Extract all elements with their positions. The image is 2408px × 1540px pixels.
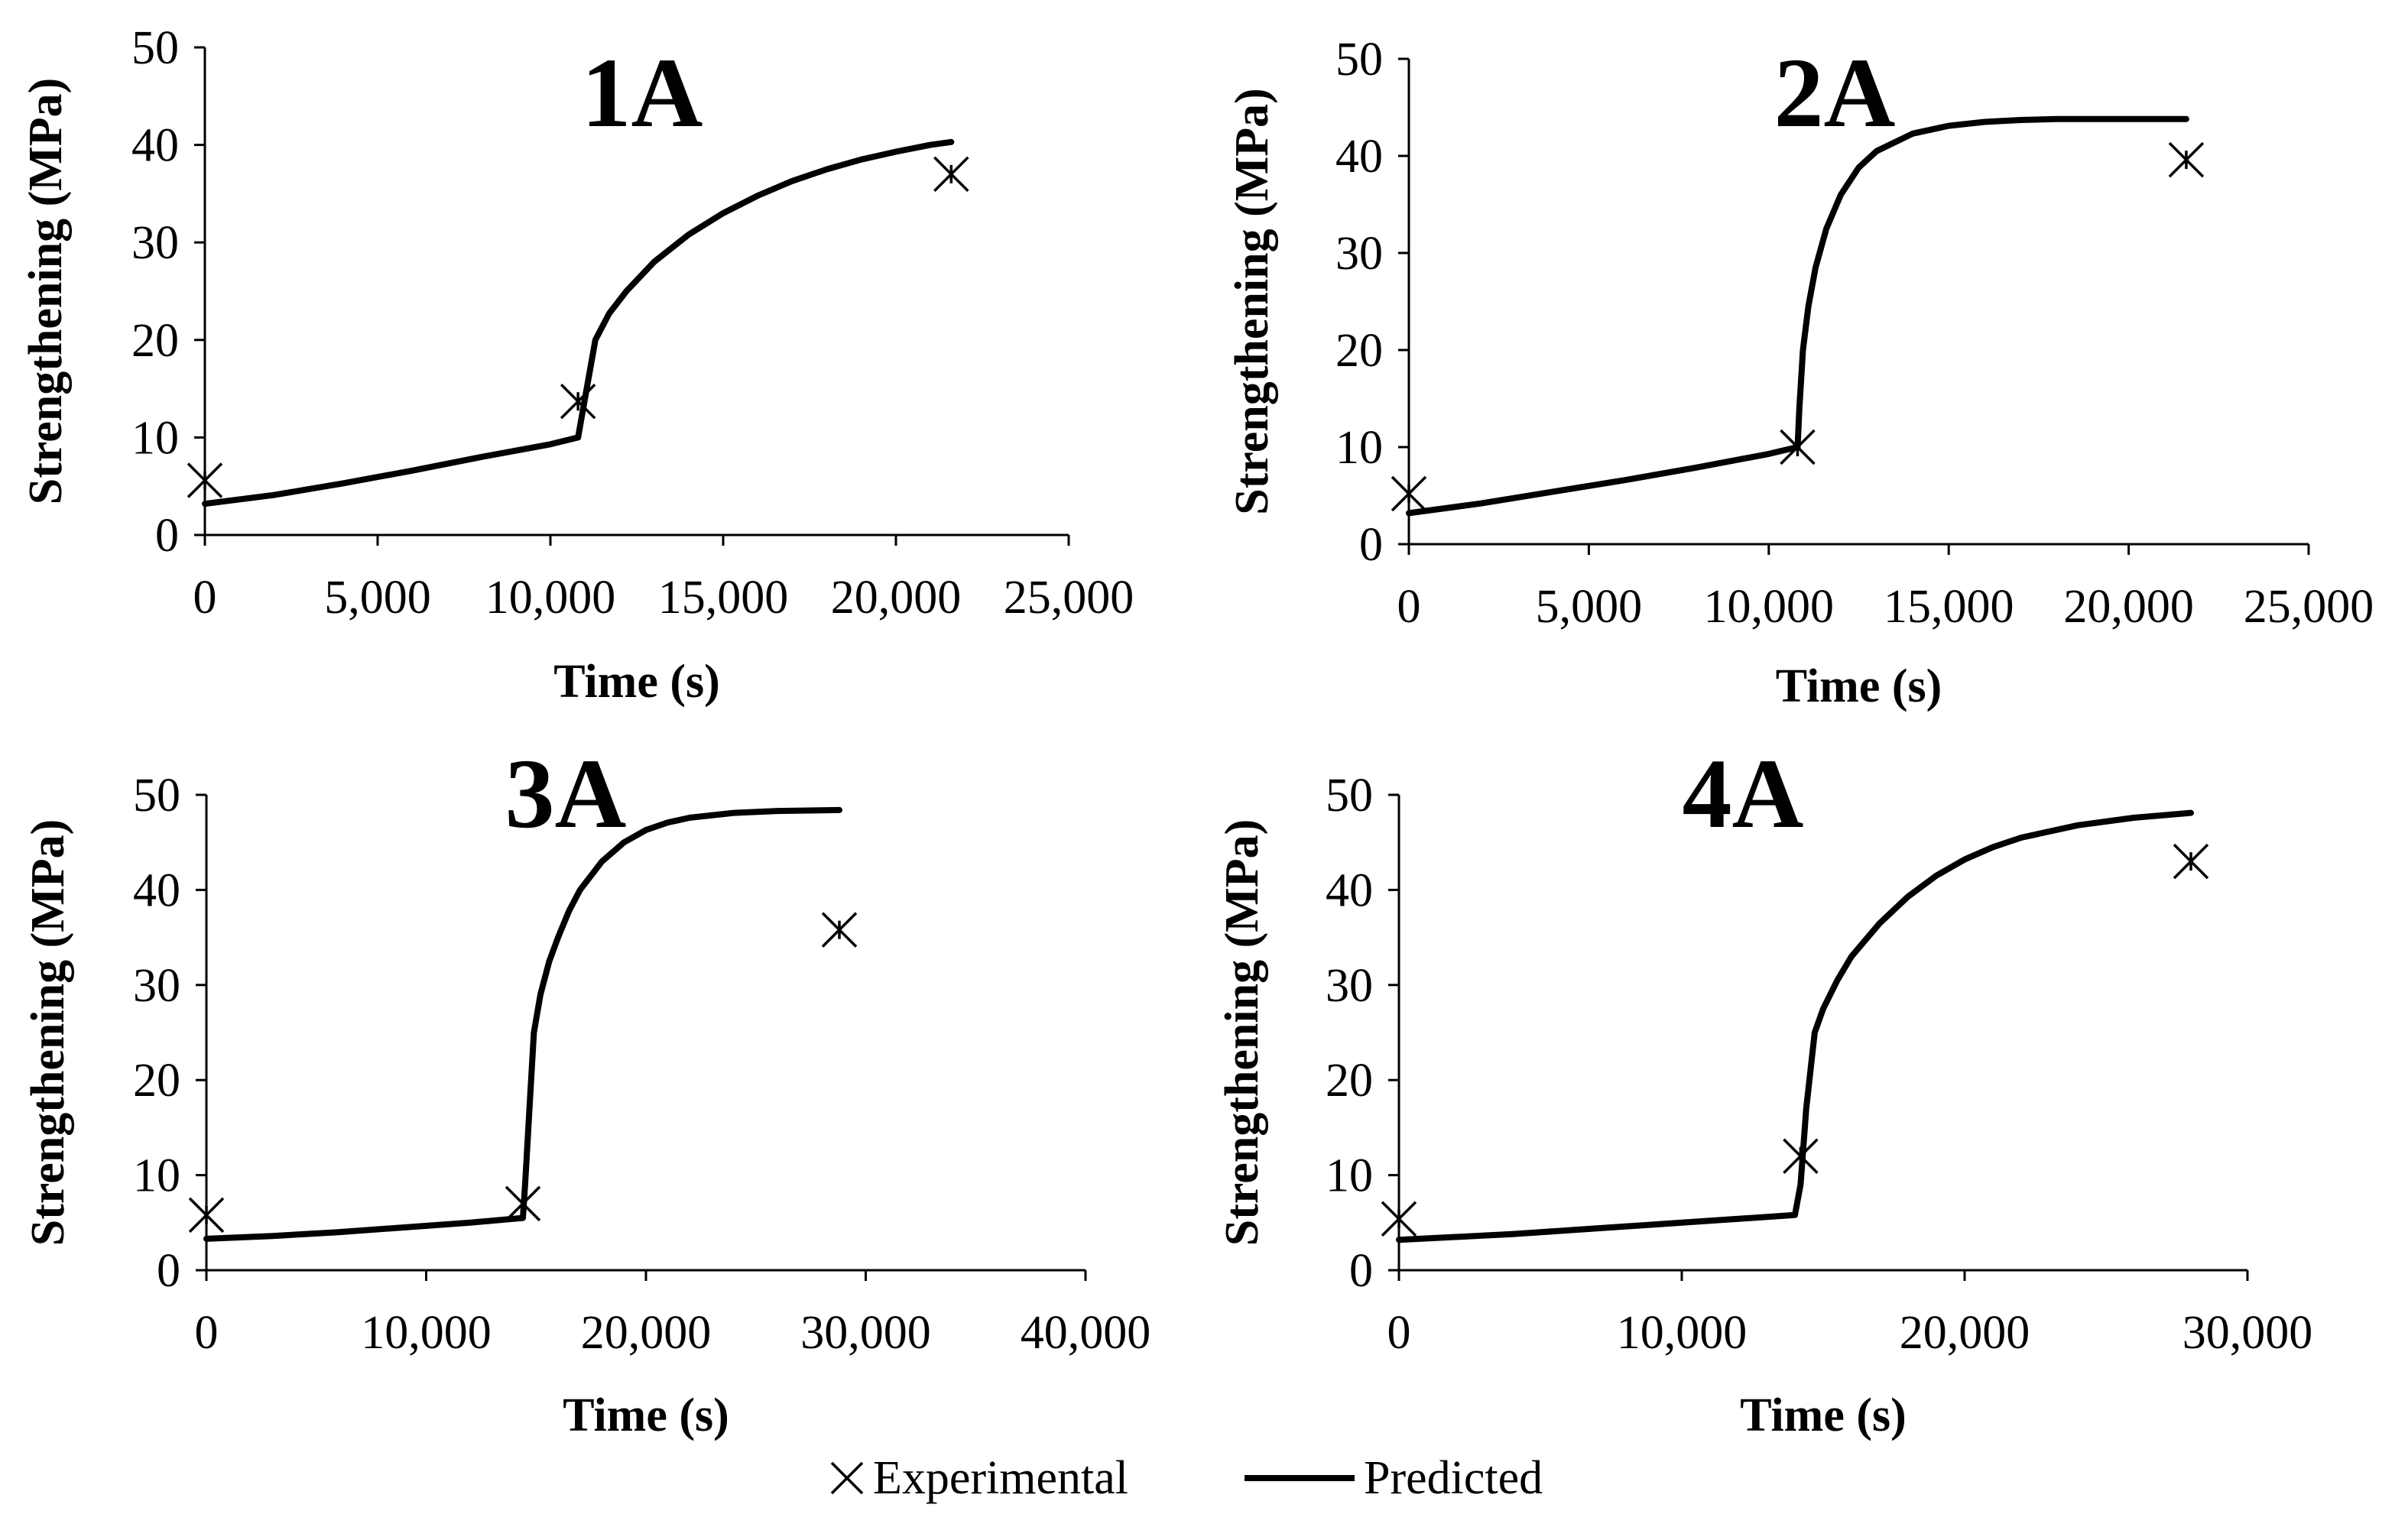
y-tick-label: 50 xyxy=(133,770,180,822)
x-tick-label: 20,000 xyxy=(1900,1307,2030,1359)
y-tick-label: 40 xyxy=(1326,864,1373,916)
predicted-series-line xyxy=(1406,115,2189,517)
experimental-point xyxy=(560,383,596,420)
x-tick-label: 0 xyxy=(1387,1307,1411,1359)
x-tick-label: 0 xyxy=(1397,581,1421,633)
experimental-point xyxy=(187,462,223,498)
chart-panel-2: 0 10 20 30 40 50 0 5,000 10,000 15,000 20,000 25,00… xyxy=(1226,34,2374,712)
legend: Experimental Predicted xyxy=(830,1452,1543,1504)
y-tick-label: 30 xyxy=(1335,228,1383,280)
x-tick-label: 25,000 xyxy=(2244,581,2374,633)
x-axis-title: Time (s) xyxy=(563,1389,729,1441)
y-tick-label: 10 xyxy=(1335,422,1383,474)
x-tick-label: 20,000 xyxy=(581,1307,712,1359)
x-axis-title: Time (s) xyxy=(1776,660,1942,712)
panel-title: 4A xyxy=(1683,739,1804,849)
chart-panel-3: 0 10 20 30 40 50 0 10,000 20,000 30,000 40,000 Time… xyxy=(22,739,1150,1441)
experimental-point xyxy=(821,912,858,948)
charts: 0 10 20 30 40 50 0 5,000 10,000 15,000 20,000 25,00… xyxy=(20,22,2374,1441)
chart-panel-4: 0 10 20 30 40 50 0 10,000 20,000 30,000 Time (s) St… xyxy=(1216,739,2312,1441)
y-tick-label: 30 xyxy=(1326,960,1373,1012)
x-axis-title: Time (s) xyxy=(553,656,720,708)
x-tick-label: 10,000 xyxy=(1704,581,1835,633)
y-tick-label: 0 xyxy=(1359,519,1383,571)
x-tick-label: 10,000 xyxy=(1617,1307,1748,1359)
y-tick-label: 10 xyxy=(133,1150,180,1202)
x-tick-label: 15,000 xyxy=(1884,581,2014,633)
legend-predicted-label: Predicted xyxy=(1364,1452,1543,1504)
x-axis-title: Time (s) xyxy=(1740,1389,1907,1441)
y-tick-label: 30 xyxy=(131,217,179,269)
experimental-point xyxy=(2168,141,2205,178)
x-tick-label: 25,000 xyxy=(1004,572,1134,624)
predicted-series-line xyxy=(203,806,842,1242)
y-tick-label: 40 xyxy=(131,120,179,172)
predicted-series-line xyxy=(202,138,955,507)
y-axis-title: Strengthening (MPa) xyxy=(1216,819,1268,1247)
legend-experimental-label: Experimental xyxy=(873,1452,1128,1504)
panel-title: 2A xyxy=(1774,38,1896,148)
x-tick-label: 10,000 xyxy=(485,572,616,624)
y-tick-label: 50 xyxy=(131,22,179,74)
y-tick-label: 20 xyxy=(131,315,179,367)
y-tick-label: 20 xyxy=(133,1055,180,1107)
y-axis-title: Strengthening (MPa) xyxy=(22,819,74,1247)
y-tick-label: 40 xyxy=(1335,131,1383,183)
panel-title: 1A xyxy=(582,38,703,148)
y-tick-label: 0 xyxy=(157,1245,180,1297)
x-tick-label: 15,000 xyxy=(658,572,789,624)
x-tick-label: 30,000 xyxy=(2182,1307,2313,1359)
experimental-point xyxy=(188,1197,225,1234)
experimental-point xyxy=(1391,475,1427,512)
y-tick-label: 50 xyxy=(1326,770,1373,822)
x-tick-label: 0 xyxy=(193,572,217,624)
x-tick-label: 5,000 xyxy=(1536,581,1643,633)
y-tick-label: 20 xyxy=(1335,325,1383,377)
y-tick-label: 30 xyxy=(133,960,180,1012)
x-tick-label: 5,000 xyxy=(324,572,431,624)
x-tick-label: 10,000 xyxy=(361,1307,492,1359)
experimental-point xyxy=(505,1185,541,1222)
experimental-point xyxy=(1780,429,1816,465)
y-tick-label: 50 xyxy=(1335,34,1383,86)
predicted-series-line xyxy=(1396,809,2194,1243)
y-axis-title: Strengthening (MPa) xyxy=(20,78,72,505)
legend-experimental-marker xyxy=(830,1461,864,1495)
y-tick-label: 20 xyxy=(1326,1055,1373,1107)
y-tick-label: 0 xyxy=(155,510,179,562)
experimental-point xyxy=(1783,1138,1819,1174)
chart-panel-1: 0 10 20 30 40 50 0 5,000 10,000 15,000 20,000 25,00… xyxy=(20,22,1134,708)
y-axis-title: Strengthening (MPa) xyxy=(1226,88,1278,515)
panel-title: 3A xyxy=(505,739,627,849)
experimental-point xyxy=(933,156,969,193)
x-tick-label: 0 xyxy=(195,1307,219,1359)
x-tick-label: 20,000 xyxy=(831,572,962,624)
x-tick-label: 30,000 xyxy=(800,1307,931,1359)
y-tick-label: 40 xyxy=(133,864,180,916)
y-tick-label: 10 xyxy=(1326,1150,1373,1202)
experimental-point xyxy=(1381,1201,1417,1237)
y-tick-label: 0 xyxy=(1349,1245,1373,1297)
x-tick-label: 20,000 xyxy=(2063,581,2194,633)
x-tick-label: 40,000 xyxy=(1021,1307,1151,1359)
y-tick-label: 10 xyxy=(131,412,179,464)
experimental-point xyxy=(2173,843,2209,880)
